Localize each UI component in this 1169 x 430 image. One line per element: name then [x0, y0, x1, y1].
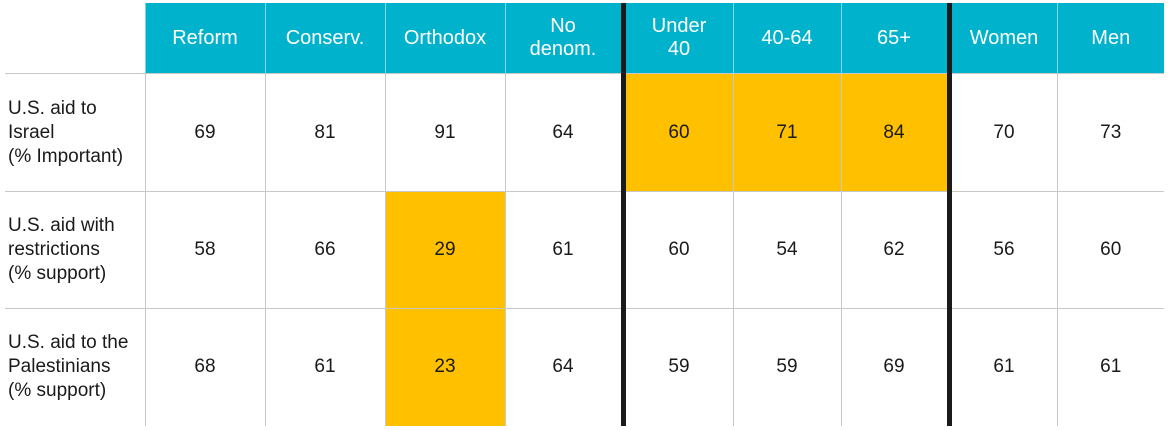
- table-cell: 54: [732, 191, 841, 309]
- table-cell: 59: [620, 308, 733, 426]
- table-row: U.S. aid with restrictions (% support) 5…: [5, 191, 1164, 309]
- table-cell: 58: [144, 191, 265, 309]
- table-cell-highlighted: 84: [840, 73, 949, 192]
- table-cell: 60: [620, 191, 733, 309]
- table-cell: 64: [504, 73, 623, 192]
- table-cell: 61: [264, 308, 385, 426]
- table-cell: 61: [1056, 308, 1164, 426]
- header-no-denom: No denom.: [504, 3, 623, 74]
- table-cell: 60: [1056, 191, 1164, 309]
- table-cell-highlighted: 29: [384, 191, 505, 309]
- header-conserv: Conserv.: [264, 3, 385, 74]
- table-cell: 64: [504, 308, 623, 426]
- row-label: U.S. aid to Israel (% Important): [5, 73, 145, 192]
- table-cell: 69: [840, 308, 949, 426]
- table-cell: 59: [732, 308, 841, 426]
- table-cell: 61: [946, 308, 1057, 426]
- table-row: U.S. aid to the Palestinians (% support)…: [5, 308, 1164, 426]
- table-row: U.S. aid to Israel (% Important) 69 81 9…: [5, 73, 1164, 192]
- table-cell: 69: [144, 73, 265, 192]
- table-cell: 62: [840, 191, 949, 309]
- table-cell-highlighted: 23: [384, 308, 505, 426]
- table-cell: 61: [504, 191, 623, 309]
- header-reform: Reform: [144, 3, 265, 74]
- row-label: U.S. aid with restrictions (% support): [5, 191, 145, 309]
- table-cell: 66: [264, 191, 385, 309]
- header-women: Women: [946, 3, 1057, 74]
- table-cell-highlighted: 71: [732, 73, 841, 192]
- header-orthodox: Orthodox: [384, 3, 505, 74]
- table-cell: 68: [144, 308, 265, 426]
- table-cell-highlighted: 60: [620, 73, 733, 192]
- header-40-64: 40-64: [732, 3, 841, 74]
- header-corner: [5, 3, 145, 74]
- header-men: Men: [1056, 3, 1164, 74]
- table-cell: 70: [946, 73, 1057, 192]
- header-row: Reform Conserv. Orthodox No denom. Under 4…: [5, 3, 1164, 74]
- header-under-40: Under 40: [620, 3, 733, 74]
- table-cell: 91: [384, 73, 505, 192]
- row-label: U.S. aid to the Palestinians (% support): [5, 308, 145, 426]
- data-table: Reform Conserv. Orthodox No denom. Under 4…: [5, 3, 1164, 426]
- table-cell: 56: [946, 191, 1057, 309]
- table-cell: 73: [1056, 73, 1164, 192]
- table-cell: 81: [264, 73, 385, 192]
- header-65-plus: 65+: [840, 3, 949, 74]
